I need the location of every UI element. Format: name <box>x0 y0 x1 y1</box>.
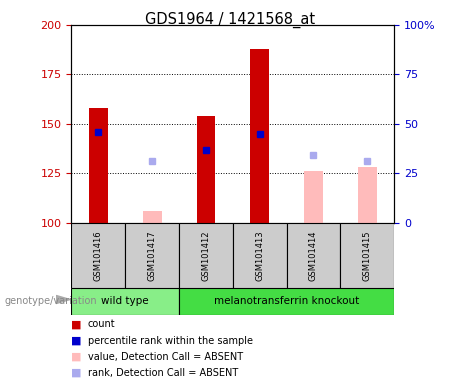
Text: GSM101412: GSM101412 <box>201 230 210 281</box>
Text: genotype/variation: genotype/variation <box>5 296 97 306</box>
Text: melanotransferrin knockout: melanotransferrin knockout <box>214 296 359 306</box>
Text: ■: ■ <box>71 368 82 378</box>
Text: GSM101415: GSM101415 <box>363 230 372 281</box>
Text: GSM101414: GSM101414 <box>309 230 318 281</box>
Bar <box>143 211 161 223</box>
Text: GSM101416: GSM101416 <box>94 230 103 281</box>
Bar <box>287 223 340 288</box>
Bar <box>71 288 179 315</box>
Text: rank, Detection Call = ABSENT: rank, Detection Call = ABSENT <box>88 368 238 378</box>
Bar <box>304 171 323 223</box>
Bar <box>358 167 377 223</box>
Bar <box>196 116 215 223</box>
Polygon shape <box>56 296 70 303</box>
Text: GDS1964 / 1421568_at: GDS1964 / 1421568_at <box>145 12 316 28</box>
Text: ■: ■ <box>71 319 82 329</box>
Bar <box>89 108 108 223</box>
Bar <box>179 288 394 315</box>
Text: wild type: wild type <box>101 296 149 306</box>
Bar <box>71 223 125 288</box>
Bar <box>340 223 394 288</box>
Bar <box>179 223 233 288</box>
Text: GSM101417: GSM101417 <box>148 230 157 281</box>
Text: ■: ■ <box>71 336 82 346</box>
Bar <box>250 49 269 223</box>
Text: ■: ■ <box>71 352 82 362</box>
Bar <box>125 223 179 288</box>
Text: GSM101413: GSM101413 <box>255 230 264 281</box>
Text: percentile rank within the sample: percentile rank within the sample <box>88 336 253 346</box>
Text: value, Detection Call = ABSENT: value, Detection Call = ABSENT <box>88 352 242 362</box>
Bar <box>233 223 287 288</box>
Text: count: count <box>88 319 115 329</box>
